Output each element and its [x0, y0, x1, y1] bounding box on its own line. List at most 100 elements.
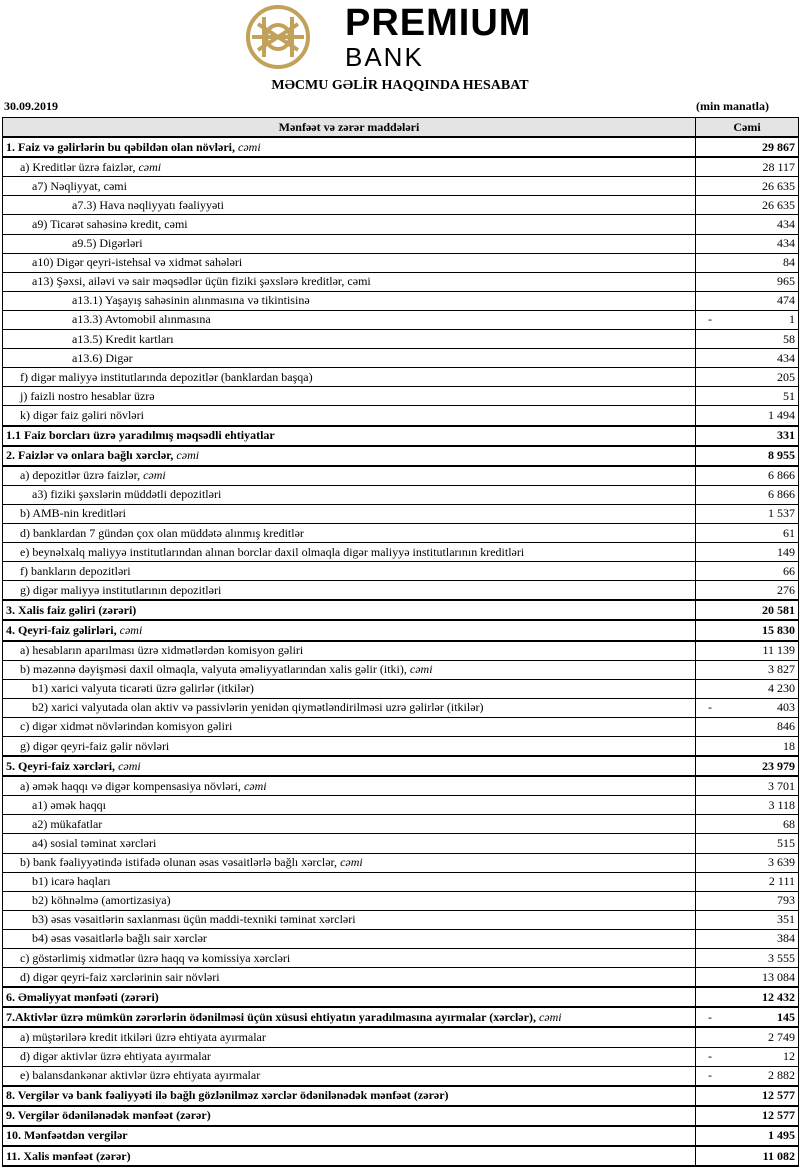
sign: - — [708, 1009, 712, 1024]
unit: (min manatla) — [696, 99, 769, 113]
row: a13) Şəxsi, ailəvi və sair məqsədlər üçü… — [2, 271, 799, 292]
value: 18 — [783, 738, 795, 753]
label: a13) Şəxsi, ailəvi və sair məqsədlər üçü… — [32, 274, 371, 289]
date: 30.09.2019 — [4, 99, 58, 113]
value-cell: 846 — [695, 716, 799, 738]
label: f) digər maliyyə institutlarında depozit… — [20, 369, 313, 384]
value: 15 830 — [762, 622, 795, 637]
label-cell: 11. Xalis mənfəət (zərər) — [2, 1144, 696, 1167]
value-cell: 3 827 — [695, 659, 799, 680]
label-cell: 2. Faizlər və onlara bağlı xərclər, cəmi — [2, 444, 696, 467]
label: a1) əmək haqqı — [32, 797, 106, 812]
label: 1. Faiz və gəlirlərin bu qəbildən olan n… — [6, 139, 235, 154]
row: 7.Aktivlər üzrə mümkün zərərlərin ödənil… — [2, 1006, 799, 1029]
label: 4. Qeyri-faiz gəlirləri, — [6, 622, 117, 637]
label: 8. Vergilər və bank fəaliyyəti ilə bağlı… — [6, 1088, 449, 1103]
label-cell: b) məzənnə dəyişməsi daxil olmaqla, valy… — [2, 659, 696, 680]
label: b) məzənnə dəyişməsi daxil olmaqla, valy… — [20, 662, 407, 677]
label-cell: a3) fiziki şəxslərin müddətli depozitlər… — [2, 484, 696, 505]
value: 3 701 — [768, 778, 795, 793]
row: a) depozitlər üzrə faizlər, cəmi 6 866 — [2, 465, 799, 486]
value-cell: 3 701 — [695, 775, 799, 797]
label-emphasis: cəmi — [118, 758, 141, 773]
value-cell: 515 — [695, 833, 799, 854]
row: 10. Mənfəətdən vergilər 1 495 — [2, 1124, 799, 1147]
value-cell: 61 — [695, 522, 799, 544]
label: k) digər faiz gəliri növləri — [20, 407, 144, 422]
value: 2 111 — [768, 874, 795, 889]
value-cell: 51 — [695, 386, 799, 407]
logo-icon — [246, 5, 310, 69]
value: 28 117 — [762, 159, 795, 174]
row: a) hesabların aparılması üzrə xidmətlərd… — [2, 640, 799, 661]
label-cell: a10) Digər qeyri-istehsal və xidmət sahə… — [2, 252, 696, 273]
row: 4. Qeyri-faiz gəlirləri, cəmi 15 830 — [2, 619, 799, 642]
label-cell: c) göstərlimiş xidmətlər üzrə haqq və ko… — [2, 948, 696, 969]
label-cell: 1. Faiz və gəlirlərin bu qəbildən olan n… — [2, 136, 696, 159]
label: 3. Xalis faiz gəliri (zərəri) — [6, 602, 137, 617]
value-cell: 149 — [695, 542, 799, 563]
label-cell: d) digər qeyri-faiz xərclərinin sair növ… — [2, 967, 696, 988]
value-cell: 351 — [695, 909, 799, 930]
label: b) AMB-nin kreditləri — [20, 506, 126, 521]
label-cell: a7) Nəqliyyat, cəmi — [2, 176, 696, 197]
label-cell: 6. Əməliyyat mənfəəti (zərəri) — [2, 986, 696, 1009]
row: a) Kreditlər üzrə faizlər, cəmi 28 117 — [2, 156, 799, 178]
label: a7.3) Hava nəqliyyatı fəaliyyəti — [72, 197, 224, 212]
row: a) müştərilərə kredit itkiləri üzrə ehti… — [2, 1026, 799, 1048]
label-cell: 4. Qeyri-faiz gəlirləri, cəmi — [2, 619, 696, 642]
value: 1 537 — [768, 506, 795, 521]
value: 4 230 — [768, 681, 795, 696]
label: a9) Ticarət sahəsinə kredit, cəmi — [32, 217, 188, 232]
value-cell: 28 117 — [695, 156, 799, 178]
row: 3. Xalis faiz gəliri (zərəri) 20 581 — [2, 599, 799, 622]
value: 793 — [777, 893, 795, 908]
row: k) digər faiz gəliri növləri 1 494 — [2, 405, 799, 426]
row: a13.6) Digər 434 — [2, 348, 799, 369]
label: a) əmək haqqı və digər kompensasiya növl… — [20, 778, 241, 793]
sign: - — [708, 1068, 712, 1083]
value: 434 — [777, 350, 795, 365]
label: a13.5) Kredit kartları — [72, 331, 174, 346]
label: 5. Qeyri-faiz xərcləri, — [6, 758, 116, 773]
label-cell: f) digər maliyyə institutlarında depozit… — [2, 367, 696, 388]
label: e) balansdankənar aktivlər üzrə ehtiyata… — [20, 1068, 261, 1083]
value: 205 — [777, 369, 795, 384]
column-header: Cəmi — [695, 117, 799, 138]
value: 331 — [777, 428, 795, 443]
value: 3 555 — [768, 950, 795, 965]
label-emphasis: cəmi — [243, 778, 267, 793]
label-cell: b2) köhnəlmə (amortizasiya) — [2, 890, 696, 911]
label: a13.3) Avtomobil alınmasına — [72, 312, 211, 327]
row: a9) Ticarət sahəsinə kredit, cəmi 434 — [2, 214, 799, 235]
label-cell: 9. Vergilər ödənilənədək mənfəət (zərər) — [2, 1104, 696, 1127]
value: 2 882 — [768, 1068, 795, 1083]
value-cell: 331 — [695, 424, 799, 447]
label-cell: b) AMB-nin kreditləri — [2, 503, 696, 524]
label-cell: a) Kreditlər üzrə faizlər, cəmi — [2, 156, 696, 178]
value-cell: 2 111 — [695, 871, 799, 892]
row: b3) əsas vəsaitlərin saxlanması üçün mad… — [2, 909, 799, 930]
label-cell: 1.1 Faiz borcları üzrə yaradılmış məqsəd… — [2, 424, 696, 447]
label: a) depozitlər üzrə faizlər, — [20, 468, 141, 483]
value: 12 — [783, 1049, 795, 1064]
value: 20 581 — [762, 602, 795, 617]
label-cell: c) digər xidmət növlərindən komisyon gəl… — [2, 716, 696, 738]
row: a1) əmək haqqı 3 118 — [2, 795, 799, 816]
row: 9. Vergilər ödənilənədək mənfəət (zərər)… — [2, 1104, 799, 1127]
row: a13.5) Kredit kartları 58 — [2, 329, 799, 350]
value: 846 — [777, 719, 795, 734]
row: c) göstərlimiş xidmətlər üzrə haqq və ko… — [2, 948, 799, 969]
value-cell: 12 432 — [695, 986, 799, 1009]
value-cell: 8 955 — [695, 444, 799, 467]
value: 8 955 — [768, 448, 795, 463]
value: 58 — [783, 331, 795, 346]
value-cell: - 145 — [695, 1006, 799, 1029]
row: b) AMB-nin kreditləri 1 537 — [2, 503, 799, 524]
label-cell: a) müştərilərə kredit itkiləri üzrə ehti… — [2, 1026, 696, 1048]
value: 1 494 — [768, 407, 795, 422]
row: j) faizli nostro hesablar üzrə 51 — [2, 386, 799, 407]
value-cell: 12 577 — [695, 1104, 799, 1127]
value-cell: 1 495 — [695, 1124, 799, 1147]
label: a4) sosial təminat xərcləri — [32, 836, 157, 851]
